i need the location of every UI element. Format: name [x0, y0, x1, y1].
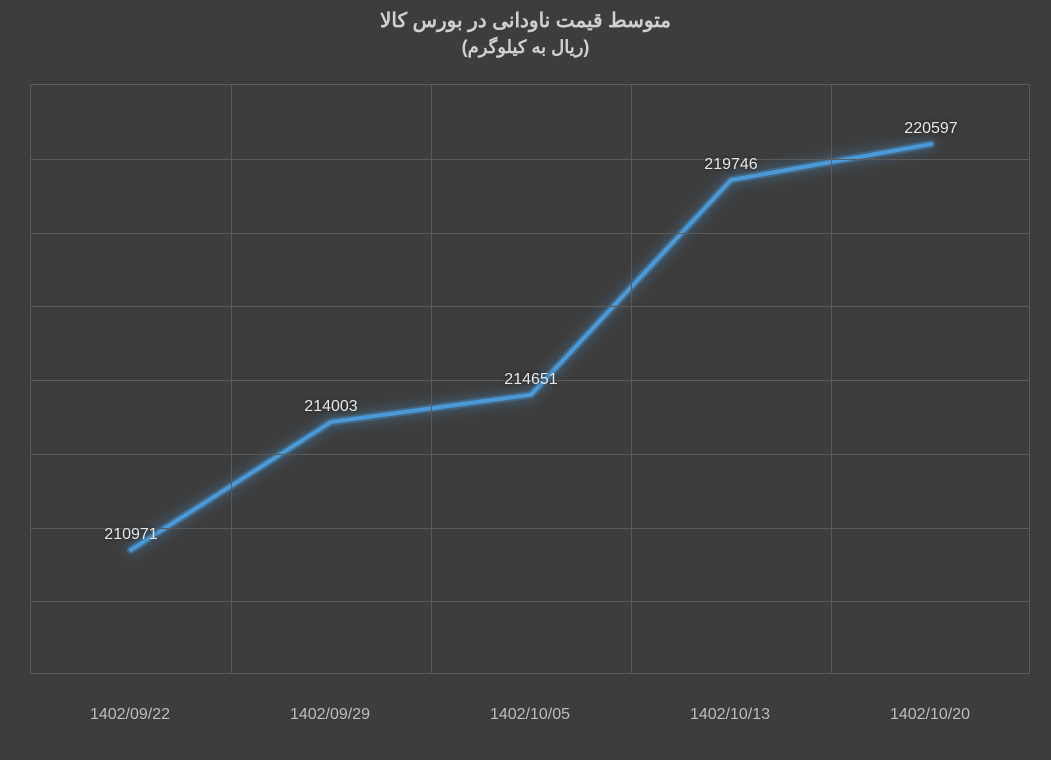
chart-subtitle: (ریال به کیلوگرم): [0, 35, 1051, 59]
data-label: 219746: [704, 156, 757, 174]
gridline-vertical: [431, 85, 432, 673]
chart-title: متوسط قیمت ناودانی در بورس کالا: [0, 8, 1051, 35]
x-axis: 1402/09/22 1402/09/29 1402/10/05 1402/10/13…: [30, 706, 1030, 736]
gridline-horizontal: [31, 454, 1029, 455]
gridline-horizontal: [31, 528, 1029, 529]
gridline-vertical: [831, 85, 832, 673]
gridline-horizontal: [31, 159, 1029, 160]
gridline-horizontal: [31, 601, 1029, 602]
gridline-horizontal: [31, 306, 1029, 307]
x-axis-label: 1402/09/29: [290, 706, 370, 724]
gridline-vertical: [231, 85, 232, 673]
x-axis-label: 1402/10/20: [890, 706, 970, 724]
x-axis-label: 1402/10/13: [690, 706, 770, 724]
data-label: 220597: [904, 120, 957, 138]
chart-container: متوسط قیمت ناودانی در بورس کالا (ریال به…: [0, 0, 1051, 760]
data-label: 210971: [104, 526, 157, 544]
plot-area: 210971 214003 214651 219746 220597: [30, 84, 1030, 674]
chart-title-block: متوسط قیمت ناودانی در بورس کالا (ریال به…: [0, 8, 1051, 59]
gridline-vertical: [631, 85, 632, 673]
data-label: 214003: [304, 398, 357, 416]
gridline-horizontal: [31, 233, 1029, 234]
x-axis-label: 1402/10/05: [490, 706, 570, 724]
x-axis-label: 1402/09/22: [90, 706, 170, 724]
data-label: 214651: [504, 371, 557, 389]
